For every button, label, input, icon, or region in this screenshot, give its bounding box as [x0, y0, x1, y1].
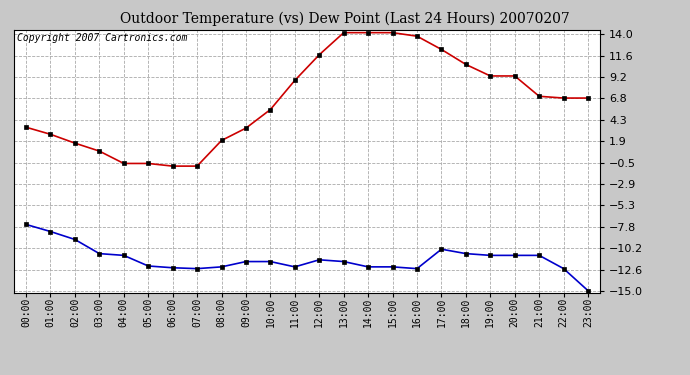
Text: Outdoor Temperature (vs) Dew Point (Last 24 Hours) 20070207: Outdoor Temperature (vs) Dew Point (Last…: [120, 11, 570, 26]
Text: Copyright 2007 Cartronics.com: Copyright 2007 Cartronics.com: [17, 33, 187, 43]
